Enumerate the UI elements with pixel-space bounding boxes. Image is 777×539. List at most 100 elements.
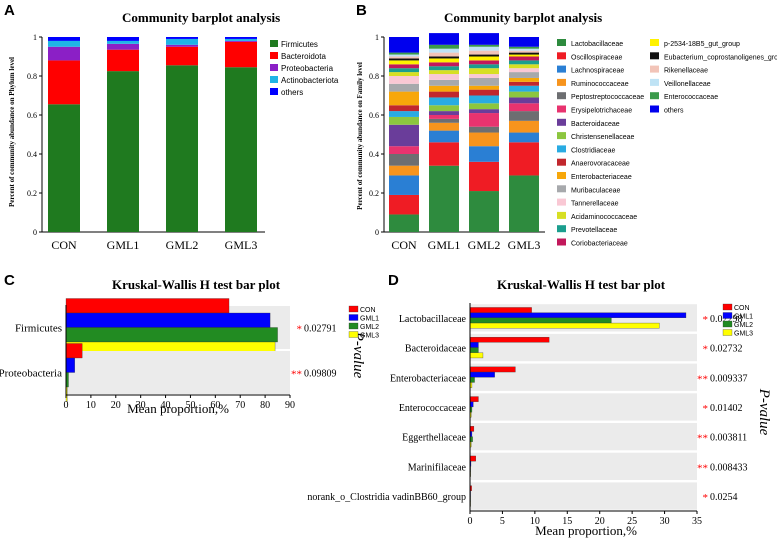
chart-d-bar [469, 396, 479, 402]
chart-b-bar-segment [469, 46, 499, 51]
chart-c-category-label: Proteobacteria [0, 368, 62, 380]
chart-d-category-label: Bacteroidaceae [405, 344, 467, 355]
chart-b-legend-label: p-2534-18B5_gut_group [664, 41, 740, 48]
chart-b-legend-label: Clostridiaceae [571, 147, 615, 154]
chart-b-legend-label: Peptostreptococcaceae [571, 94, 644, 101]
chart-b-bar-segment [429, 56, 459, 59]
chart-b-bar-segment [389, 154, 419, 166]
chart-a-bar-segment [225, 38, 257, 41]
chart-c-x-tick-label: 0 [64, 400, 69, 411]
chart-b-bar-segment [429, 52, 459, 57]
chart-b-legend-swatch [650, 105, 659, 113]
chart-b-bar-segment [469, 60, 499, 65]
chart-d-x-tick-label: 10 [530, 516, 540, 527]
chart-b-bar-segment [469, 103, 499, 110]
panel-letter-d: D [388, 272, 399, 289]
chart-b-legend-swatch [557, 198, 566, 206]
chart-a-bar-segment [225, 67, 257, 232]
chart-c-significance-star: ** [291, 369, 302, 381]
chart-b-legend-swatch [557, 211, 566, 219]
chart-b-legend-swatch [557, 238, 566, 246]
chart-d-pvalue: 0.008433 [710, 462, 748, 473]
chart-b-legend-label: Coriobacteriaceae [571, 241, 628, 248]
chart-b-bar-segment [469, 54, 499, 57]
chart-b-legend-swatch [650, 52, 659, 60]
chart-b-legend-label: Enterobacteriaceae [571, 174, 632, 181]
chart-b-bar-segment [509, 175, 539, 232]
chart-b-bar-segment [469, 132, 499, 147]
chart-b-bar-segment [469, 89, 499, 96]
chart-d-x-tick-label: 25 [627, 516, 637, 527]
panel-d-title: Kruskal-Wallis H test bar plot [497, 277, 666, 292]
chart-d-legend-swatch [722, 303, 733, 311]
chart-a-bar-segment [107, 71, 139, 232]
chart-b-bar-segment [509, 60, 539, 65]
chart-d-significance-star: * [703, 492, 709, 504]
chart-b-bar-segment [429, 111, 459, 115]
chart-c-x-tick-label: 70 [235, 400, 245, 411]
chart-b-legend-swatch [650, 78, 659, 86]
chart-b-legend-label: others [664, 108, 684, 115]
chart-b-legend-label: Christensenellaceae [571, 134, 635, 141]
chart-b-y-tick-label: 0.4 [369, 150, 379, 159]
chart-b-category-label: CON [391, 238, 417, 252]
chart-a-legend-swatch [270, 40, 278, 47]
chart-b-legend-label: Lachnospiraceae [571, 68, 624, 75]
chart-d-significance-star: ** [697, 373, 708, 385]
chart-c-significance-star: * [297, 324, 303, 336]
chart-a-category-label: GML2 [166, 238, 199, 252]
chart-b-bar-segment [509, 97, 539, 104]
chart-b-legend-label: Prevotellaceae [571, 227, 617, 234]
chart-a-bar-segment [166, 44, 198, 47]
chart-c-category-label: Firmicutes [15, 323, 62, 335]
chart-b-bar-segment [469, 109, 499, 114]
chart-b-bar-segment [429, 70, 459, 75]
chart-d-legend-swatch [722, 329, 733, 336]
chart-c-x-tick-label: 60 [210, 400, 220, 411]
chart-d-category-label: Marinifilaceae [408, 462, 467, 473]
chart-b-legend-swatch [557, 118, 566, 126]
chart-d-legend-label: CON [734, 305, 750, 312]
chart-b-bar-segment [389, 194, 419, 215]
chart-b-legend-label: Lactobacillaceae [571, 41, 623, 48]
chart-a-bar-segment [107, 49, 139, 72]
chart-b-bar-segment [509, 120, 539, 133]
chart-a-y-tick-label: 1 [33, 33, 37, 42]
chart-b-legend-swatch [650, 39, 659, 46]
chart-a-bar-segment [48, 104, 80, 232]
chart-b-y-tick-label: 1 [375, 33, 379, 42]
chart-d-bar [469, 352, 484, 359]
chart-b-bar-segment [389, 54, 419, 57]
chart-b-bar-segment [509, 64, 539, 69]
chart-a-y-tick-label: 0 [33, 228, 37, 237]
chart-b-bar-segment [389, 124, 419, 147]
chart-d-pvalue: 0.003811 [710, 433, 747, 444]
chart-d-pvalue: 0.02732 [710, 344, 743, 355]
chart-b-bar-segment [469, 50, 499, 55]
chart-b-category-label: GML2 [468, 238, 501, 252]
chart-b-legend-swatch [557, 225, 566, 233]
chart-a: 0 0.2 0.4 0.6 0.8 1 CON GML1 GML2 GML3 Firmicutes B… [27, 33, 339, 252]
chart-d-significance-star: ** [697, 462, 708, 474]
chart-b-bar-segment [469, 126, 499, 133]
chart-b-bar-segment [429, 74, 459, 80]
chart-a-bar-segment [48, 46, 80, 61]
panel-d-pvalue-label: P-value [756, 388, 772, 436]
chart-b-legend-label: Acidaminococcaceae [571, 214, 637, 221]
chart-d-bar [469, 426, 475, 432]
chart-c-x-tick-label: 10 [86, 400, 96, 411]
chart-b-bar-segment [389, 60, 419, 65]
chart-a-legend-swatch [270, 76, 278, 83]
chart-c-legend-swatch [348, 331, 359, 338]
chart-c-legend-swatch [348, 322, 359, 330]
chart-c: Firmicutes * 0.02791 Proteobacteria ** 0.0980… [0, 298, 379, 411]
chart-b-legend-label: Rikenellaceae [664, 68, 708, 75]
chart-b-legend-label: Enterococcaceae [664, 94, 718, 101]
chart-b-legend-swatch [557, 52, 566, 60]
chart-a-bar-segment [48, 37, 80, 41]
chart-a-legend-label: Firmicutes [281, 40, 318, 49]
chart-a-bar-segment [225, 40, 257, 42]
chart-b-bar-segment [509, 56, 539, 61]
chart-b-bar-segment [509, 46, 539, 49]
